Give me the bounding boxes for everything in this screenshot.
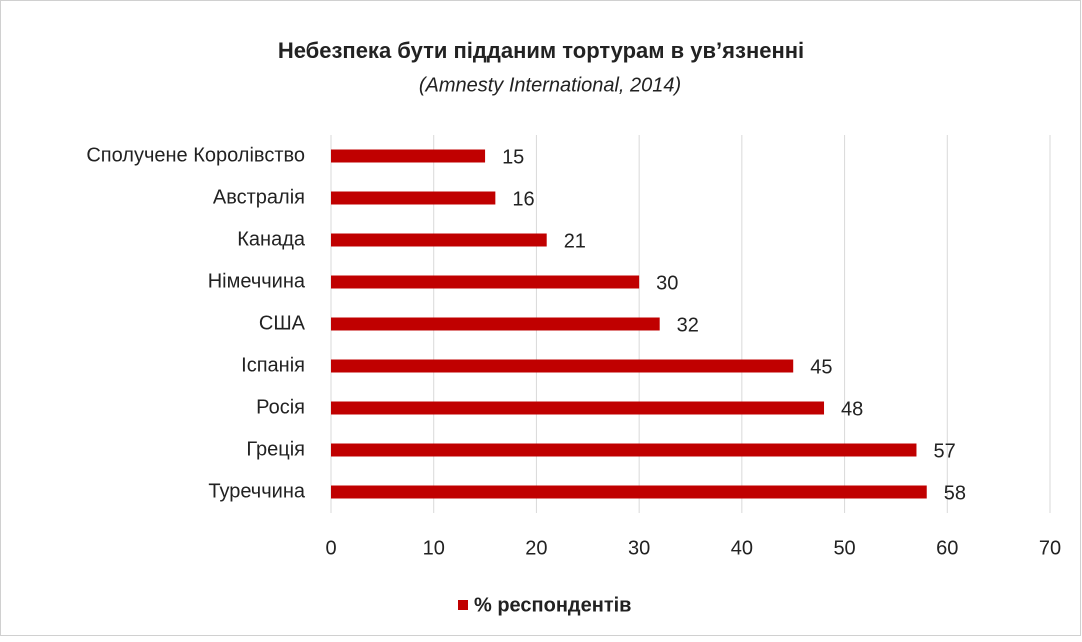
bar bbox=[331, 485, 927, 499]
data-label: 32 bbox=[677, 314, 699, 336]
data-label: 30 bbox=[656, 272, 678, 294]
legend-label: % респондентів bbox=[474, 594, 631, 616]
data-label: 15 bbox=[502, 146, 524, 168]
y-tick-label: Австралія bbox=[213, 186, 305, 208]
y-tick-label: Росія bbox=[256, 396, 305, 418]
x-tick-label: 60 bbox=[936, 537, 958, 559]
x-tick-label: 20 bbox=[525, 537, 547, 559]
y-tick-label: Туреччина bbox=[208, 480, 306, 502]
data-label: 21 bbox=[564, 230, 586, 252]
chart-title: Небезпека бути підданим тортурам в ув’яз… bbox=[278, 38, 804, 63]
bar bbox=[331, 359, 794, 373]
chart-subtitle: (Amnesty International, 2014) bbox=[419, 74, 681, 96]
x-tick-label: 0 bbox=[325, 537, 336, 559]
x-tick-label: 70 bbox=[1039, 537, 1061, 559]
bar bbox=[331, 443, 917, 457]
y-tick-label: США bbox=[259, 312, 306, 334]
y-tick-label: Сполучене Королівство bbox=[86, 144, 305, 166]
x-tick-label: 10 bbox=[423, 537, 445, 559]
y-tick-label: Німеччина bbox=[208, 270, 306, 292]
bar bbox=[331, 149, 486, 163]
bar bbox=[331, 233, 547, 247]
data-label: 57 bbox=[933, 440, 955, 462]
bar bbox=[331, 275, 640, 289]
x-tick-label: 50 bbox=[833, 537, 855, 559]
x-tick-label: 40 bbox=[731, 537, 753, 559]
data-label: 48 bbox=[841, 398, 863, 420]
x-tick-label: 30 bbox=[628, 537, 650, 559]
legend-swatch bbox=[458, 600, 468, 610]
bar bbox=[331, 401, 825, 415]
y-tick-label: Іспанія bbox=[241, 354, 305, 376]
data-label: 45 bbox=[810, 356, 832, 378]
bar bbox=[331, 191, 496, 205]
bar bbox=[331, 317, 660, 331]
data-label: 16 bbox=[512, 188, 534, 210]
y-tick-label: Греція bbox=[246, 438, 305, 460]
data-label: 58 bbox=[944, 482, 966, 504]
y-tick-label: Канада bbox=[237, 228, 306, 250]
